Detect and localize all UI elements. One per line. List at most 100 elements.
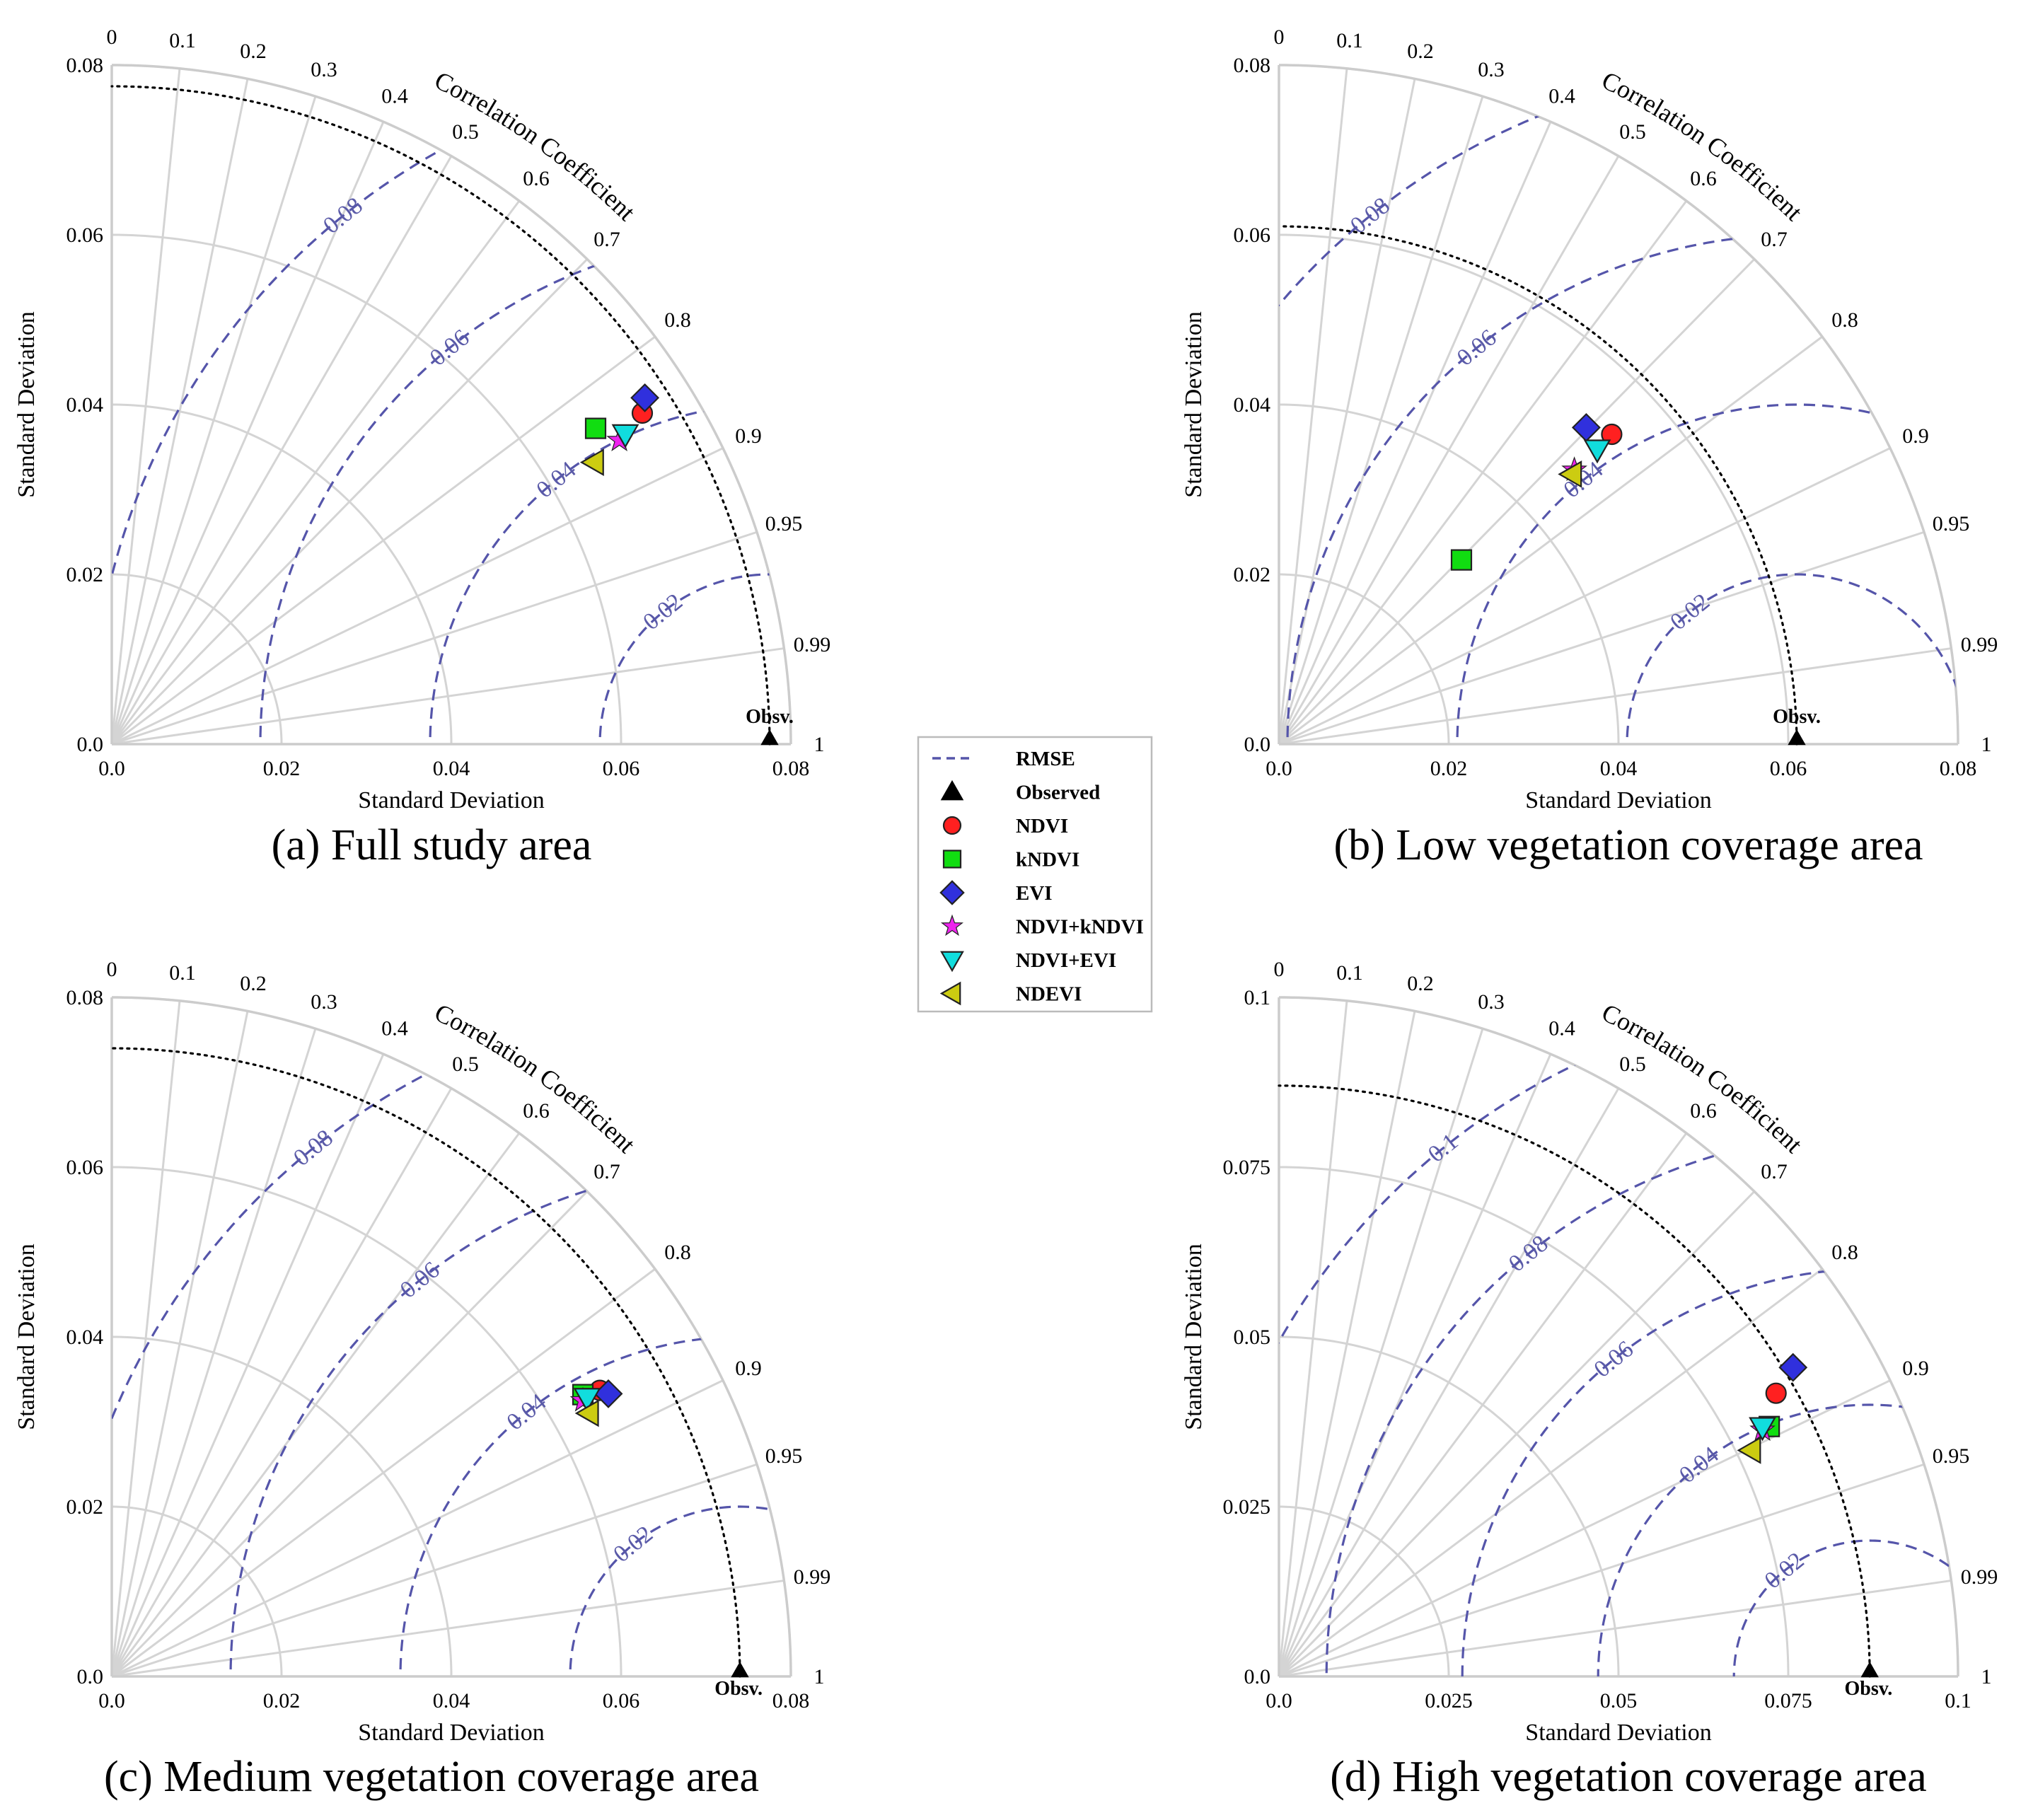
- corr-grid-line: [111, 447, 724, 746]
- corr-tick-label: 0.9: [735, 424, 762, 448]
- corr-grid-line: [110, 121, 385, 745]
- y-tick-label: 0.05: [1234, 1326, 1271, 1349]
- legend-label: NDEVI: [1016, 983, 1082, 1006]
- y-tick-label: 0.0: [1244, 1665, 1271, 1688]
- y-tick-label: 0.04: [1234, 393, 1271, 417]
- corr-grid-line: [1278, 258, 1756, 746]
- legend-marker-kndvi: [942, 850, 962, 869]
- corr-grid-line: [111, 335, 656, 746]
- point-ndevi: [579, 448, 604, 476]
- corr-grid-line: [110, 1087, 453, 1677]
- corr-tick-label: 0.3: [1478, 58, 1505, 81]
- legend-label: NDVI+kNDVI: [1016, 916, 1144, 939]
- corr-grid-line: [1278, 335, 1823, 746]
- panel-caption: (d) High vegetation coverage area: [1330, 1753, 1926, 1801]
- legend-label: EVI: [1016, 882, 1053, 905]
- y-tick-label: 0.04: [66, 1326, 104, 1349]
- sd-grid-arc: [1278, 573, 1450, 745]
- y-tick-label: 0.08: [66, 54, 104, 77]
- rmse-contour: [1626, 573, 1958, 744]
- x-tick-label: 0.0: [98, 1689, 125, 1712]
- corr-tick-label: 0.9: [1902, 424, 1929, 448]
- x-tick-label: 0.04: [1600, 757, 1638, 780]
- sd-grid-arc: [111, 233, 622, 745]
- point-ndvi-plus-evi: [1749, 1417, 1776, 1442]
- legend-marker-ndvi: [942, 816, 962, 835]
- point-ndevi: [1558, 460, 1582, 488]
- corr-tick-label: 0.6: [1690, 167, 1717, 190]
- outer-arc: [111, 996, 792, 1677]
- point-ndvi: [1765, 1382, 1787, 1404]
- corr-grid-line: [110, 79, 249, 745]
- outer-arc: [1278, 996, 1959, 1677]
- x-tick-label: 0.06: [603, 1689, 640, 1712]
- x-tick-label: 0.04: [433, 757, 470, 780]
- y-tick-label: 0.08: [66, 986, 104, 1009]
- point-ndvi-plus-evi: [1583, 439, 1611, 464]
- outer-arc: [1278, 64, 1959, 745]
- corr-grid-line: [1278, 121, 1552, 745]
- corr-grid-line: [1278, 1190, 1756, 1678]
- corr-grid-line: [1278, 1379, 1891, 1678]
- corr-grid-line: [111, 1580, 784, 1678]
- corr-tick-label: 0.1: [169, 961, 196, 985]
- y-tick-label: 0.06: [66, 224, 104, 247]
- rmse-contour: [399, 1335, 791, 1676]
- corr-grid-line: [1278, 1011, 1416, 1677]
- corr-tick-label: 0.6: [523, 167, 550, 190]
- corr-tick-label: 0.4: [381, 84, 408, 108]
- corr-grid-line: [1278, 531, 1925, 746]
- corr-grid-line: [1278, 68, 1348, 745]
- corr-tick-label: 0: [1274, 958, 1285, 981]
- corr-grid-line: [110, 258, 589, 746]
- corr-grid-line: [1278, 647, 1952, 746]
- corr-tick-label: 1: [814, 733, 825, 756]
- corr-grid-line: [1278, 1053, 1552, 1677]
- y-tick-label: 0.025: [1223, 1495, 1271, 1519]
- rmse-contour: [1597, 1403, 1958, 1676]
- corr-tick-label: 0.4: [1548, 1016, 1575, 1040]
- y-axis-title: Standard Deviation: [1181, 1244, 1207, 1430]
- x-tick-label: 0.08: [772, 757, 810, 780]
- x-tick-label: 0.1: [1945, 1689, 1971, 1712]
- corr-tick-label: 0.95: [765, 1444, 803, 1468]
- observed-marker: [1788, 729, 1806, 746]
- legend-marker-evi: [939, 880, 965, 905]
- y-tick-label: 0.0: [1244, 733, 1271, 756]
- corr-tick-label: 0.5: [1619, 120, 1646, 144]
- corr-grid-line: [110, 1000, 181, 1677]
- corr-grid-line: [111, 531, 758, 746]
- corr-tick-label: 1: [1981, 1665, 1992, 1688]
- x-axis-title: Standard Deviation: [358, 1720, 544, 1746]
- legend-label: kNDVI: [1016, 849, 1079, 871]
- corr-grid-line: [110, 1132, 521, 1677]
- observed-sd-arc: [110, 1047, 741, 1678]
- outer-arc: [111, 64, 792, 745]
- corr-grid-line: [110, 1053, 385, 1677]
- x-tick-label: 0.08: [772, 1689, 810, 1712]
- point-ndvi-plus-evi: [611, 424, 639, 448]
- rmse-contour: [1456, 403, 1958, 744]
- taylor-panel-3: 0.020.040.060.080.10.00.00.0250.0250.050…: [1181, 958, 1998, 1801]
- x-tick-label: 0.08: [1940, 757, 1977, 780]
- corr-tick-label: 0.3: [311, 990, 337, 1014]
- corr-tick-label: 0.95: [1933, 1444, 1970, 1468]
- observed-label: Obsv.: [714, 1678, 763, 1700]
- y-tick-label: 0.02: [66, 563, 104, 586]
- corr-grid-line: [1278, 1268, 1823, 1678]
- x-tick-label: 0.02: [263, 757, 301, 780]
- x-tick-label: 0.0: [98, 757, 125, 780]
- legend-marker-observed: [940, 779, 964, 801]
- sd-grid-arc: [1278, 403, 1620, 745]
- point-evi: [1778, 1352, 1808, 1382]
- rmse-contour: [429, 403, 791, 744]
- observed-label: Obsv.: [746, 706, 794, 728]
- x-axis-title: Standard Deviation: [1525, 1720, 1711, 1746]
- corr-tick-label: 0.99: [1961, 633, 1998, 656]
- point-evi: [630, 383, 660, 412]
- legend: RMSE Observed NDVI kNDVI EVI NDVI+kNDVI NDVI+E…: [917, 736, 1153, 1013]
- corr-grid-line: [1278, 95, 1484, 745]
- corr-tick-label: 0.6: [1690, 1099, 1717, 1123]
- y-tick-label: 0.08: [1234, 54, 1271, 77]
